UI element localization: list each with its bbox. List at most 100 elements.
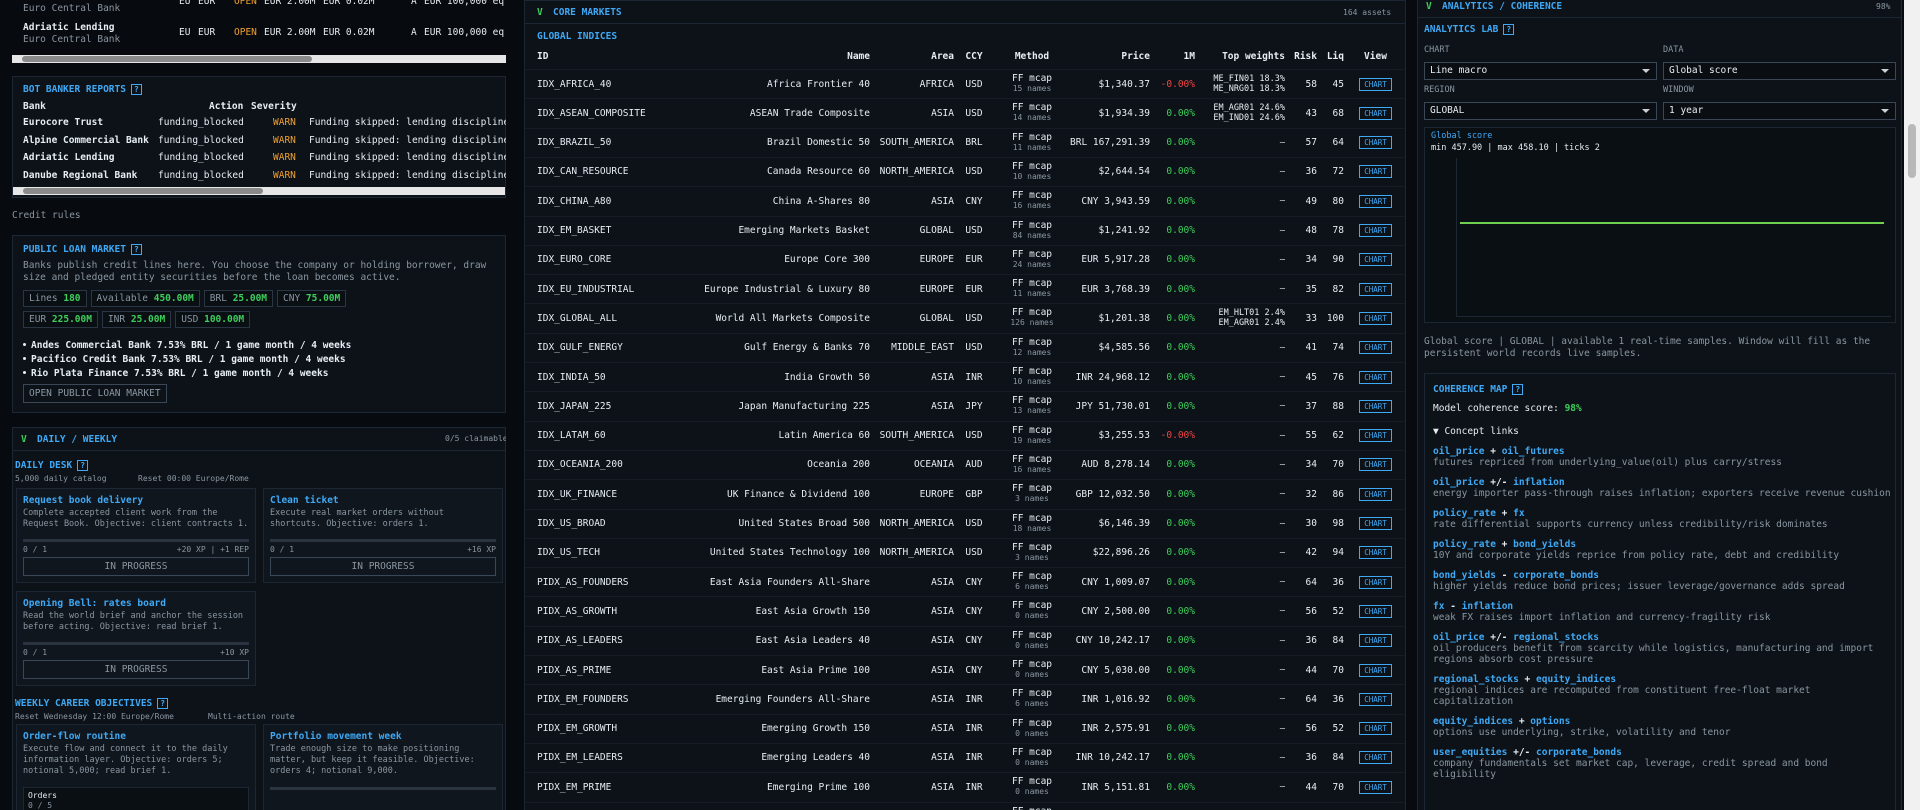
index-ccy: USD: [965, 342, 983, 354]
index-area: ASIA: [931, 576, 954, 588]
h-scrollbar-thumb[interactable]: [22, 56, 312, 62]
index-row: IDX_EURO_CORE Europe Core 300 EUROPE EUR FF …: [525, 244, 1405, 274]
top-weights: –: [1195, 226, 1285, 236]
select[interactable]: Line macro: [1424, 62, 1657, 80]
index-risk: 48: [1305, 225, 1317, 236]
chart-button[interactable]: CHART: [1359, 546, 1392, 560]
links-toggle[interactable]: ▼ Concept links: [1433, 426, 1519, 437]
chart-button[interactable]: CHART: [1359, 399, 1392, 413]
chart-button[interactable]: CHART: [1359, 165, 1392, 179]
index-row: IDX_GULF_ENERGY Gulf Energy & Banks 70 MID…: [525, 332, 1405, 362]
page-scrollbar[interactable]: [1904, 0, 1920, 810]
index-method: FF mcap 15 names: [994, 74, 1070, 94]
constituents: 84 names: [1012, 230, 1052, 240]
help-badge[interactable]: ?: [1503, 24, 1515, 35]
daily-weekly-panel: V DAILY / WEEKLY 0/5 claimable DAILY DESK? 5…: [12, 427, 506, 810]
chart-button[interactable]: CHART: [1359, 575, 1392, 589]
help-badge[interactable]: ?: [157, 698, 169, 709]
select[interactable]: Global score: [1663, 62, 1896, 80]
link-description: energy importer pass-through raises infl…: [1433, 488, 1891, 499]
method: FF mcap: [1011, 776, 1053, 788]
help-badge[interactable]: ?: [130, 84, 142, 95]
chart-button[interactable]: CHART: [1359, 194, 1392, 208]
report-cell: WARN: [273, 169, 296, 181]
open-loan-button[interactable]: OPEN PUBLIC LOAN MARKET: [23, 384, 167, 403]
objective-card[interactable]: Clean ticket Execute real market orders w…: [263, 488, 503, 583]
chart-button[interactable]: CHART: [1359, 780, 1392, 794]
card-status-button[interactable]: IN PROGRESS: [23, 660, 249, 679]
chart-button[interactable]: CHART: [1359, 722, 1392, 736]
method: FF mcap: [1011, 512, 1053, 524]
chart-button[interactable]: CHART: [1359, 751, 1392, 765]
h-scrollbar[interactable]: [13, 187, 505, 195]
chart-button[interactable]: CHART: [1359, 77, 1392, 91]
objective-card[interactable]: Opening Bell: rates board Read the world …: [16, 591, 256, 686]
constituents: 12 names: [1012, 347, 1052, 357]
help-badge[interactable]: ?: [130, 244, 142, 255]
top-weight: –: [1279, 782, 1285, 793]
index-risk: 36: [1305, 635, 1317, 647]
credit-rules-toggle[interactable]: Credit rules: [12, 210, 81, 221]
index-row: IDX_GLOBAL_ALL World All Markets Composit…: [525, 303, 1405, 332]
card-status-button[interactable]: IN PROGRESS: [270, 557, 496, 576]
report-cell: WARN: [273, 134, 296, 146]
chart-button[interactable]: CHART: [1359, 370, 1392, 384]
help-badge[interactable]: ?: [1512, 384, 1524, 395]
index-row: IDX_ASEAN_COMPOSITE ASEAN Trade Composite…: [525, 98, 1405, 127]
chart-button[interactable]: CHART: [1359, 634, 1392, 648]
chip: Available 450.00M: [90, 290, 200, 307]
chart-button[interactable]: CHART: [1359, 663, 1392, 677]
objective-card[interactable]: Request book delivery Complete accepted c…: [16, 488, 256, 583]
help-badge[interactable]: ?: [77, 460, 89, 471]
constituents: 0 names: [1015, 728, 1049, 738]
chart-button[interactable]: CHART: [1359, 253, 1392, 267]
chart-button[interactable]: CHART: [1359, 311, 1392, 325]
top-weights: –: [1195, 372, 1285, 382]
top-weights: –: [1195, 489, 1285, 499]
chart-button[interactable]: CHART: [1359, 106, 1392, 120]
h-scrollbar[interactable]: [12, 55, 506, 63]
chart-button[interactable]: CHART: [1359, 429, 1392, 443]
index-id: IDX_GLOBAL_ALL: [537, 312, 618, 324]
index-change: 0.00%: [1166, 723, 1195, 735]
objective-card[interactable]: Portfolio movement week Trade enough size…: [263, 724, 503, 810]
method: FF mcap: [1011, 160, 1053, 172]
chart-button[interactable]: CHART: [1359, 341, 1392, 355]
report-cell: Funding skipped: lending discipline: [309, 169, 506, 181]
top-weights: –: [1195, 782, 1285, 792]
chart-button[interactable]: CHART: [1359, 282, 1392, 296]
link-op: -: [1450, 601, 1456, 612]
link-description: 10Y and corporate yields reprice from po…: [1433, 550, 1840, 561]
select[interactable]: 1 year: [1663, 102, 1896, 120]
lab-title: ANALYTICS LAB?: [1424, 24, 1515, 35]
constituents: 18 names: [1012, 523, 1052, 533]
view-cell: CHART: [1344, 487, 1405, 501]
chart-button[interactable]: CHART: [1359, 692, 1392, 706]
toggle[interactable]: V: [21, 434, 27, 445]
index-row: PIDX_AS_FOUNDERS East Asia Founders All-S…: [525, 567, 1405, 596]
chart-button[interactable]: CHART: [1359, 487, 1392, 501]
constituents: 11 names: [1012, 142, 1052, 152]
scrollbar-thumb[interactable]: [1908, 124, 1916, 178]
index-price: INR 24,968.12: [1075, 371, 1150, 383]
toggle[interactable]: V: [537, 7, 543, 18]
select[interactable]: GLOBAL: [1424, 102, 1657, 120]
chart-button[interactable]: CHART: [1359, 224, 1392, 237]
card-status-button[interactable]: IN PROGRESS: [23, 557, 249, 576]
top-weight: –: [1279, 665, 1285, 675]
index-risk: 34: [1305, 459, 1317, 471]
index-change: 0.00%: [1166, 137, 1195, 149]
chart-button[interactable]: CHART: [1359, 458, 1392, 472]
link-op: +: [1490, 446, 1496, 457]
chart-button[interactable]: CHART: [1359, 136, 1392, 150]
constituents: 6 names: [1015, 699, 1049, 709]
objective-card[interactable]: Order-flow routine Execute flow and conne…: [16, 724, 256, 810]
index-method: FF mcap 19 names: [994, 425, 1070, 446]
h-scrollbar-thumb[interactable]: [23, 188, 263, 194]
toggle[interactable]: V: [1426, 1, 1432, 12]
chart-button[interactable]: CHART: [1359, 517, 1392, 530]
public-loan-box: PUBLIC LOAN MARKET? Banks publish credit …: [12, 235, 506, 413]
index-liquidity: 76: [1332, 371, 1344, 383]
chart-button[interactable]: CHART: [1359, 604, 1392, 618]
view-cell: CHART: [1344, 106, 1405, 120]
